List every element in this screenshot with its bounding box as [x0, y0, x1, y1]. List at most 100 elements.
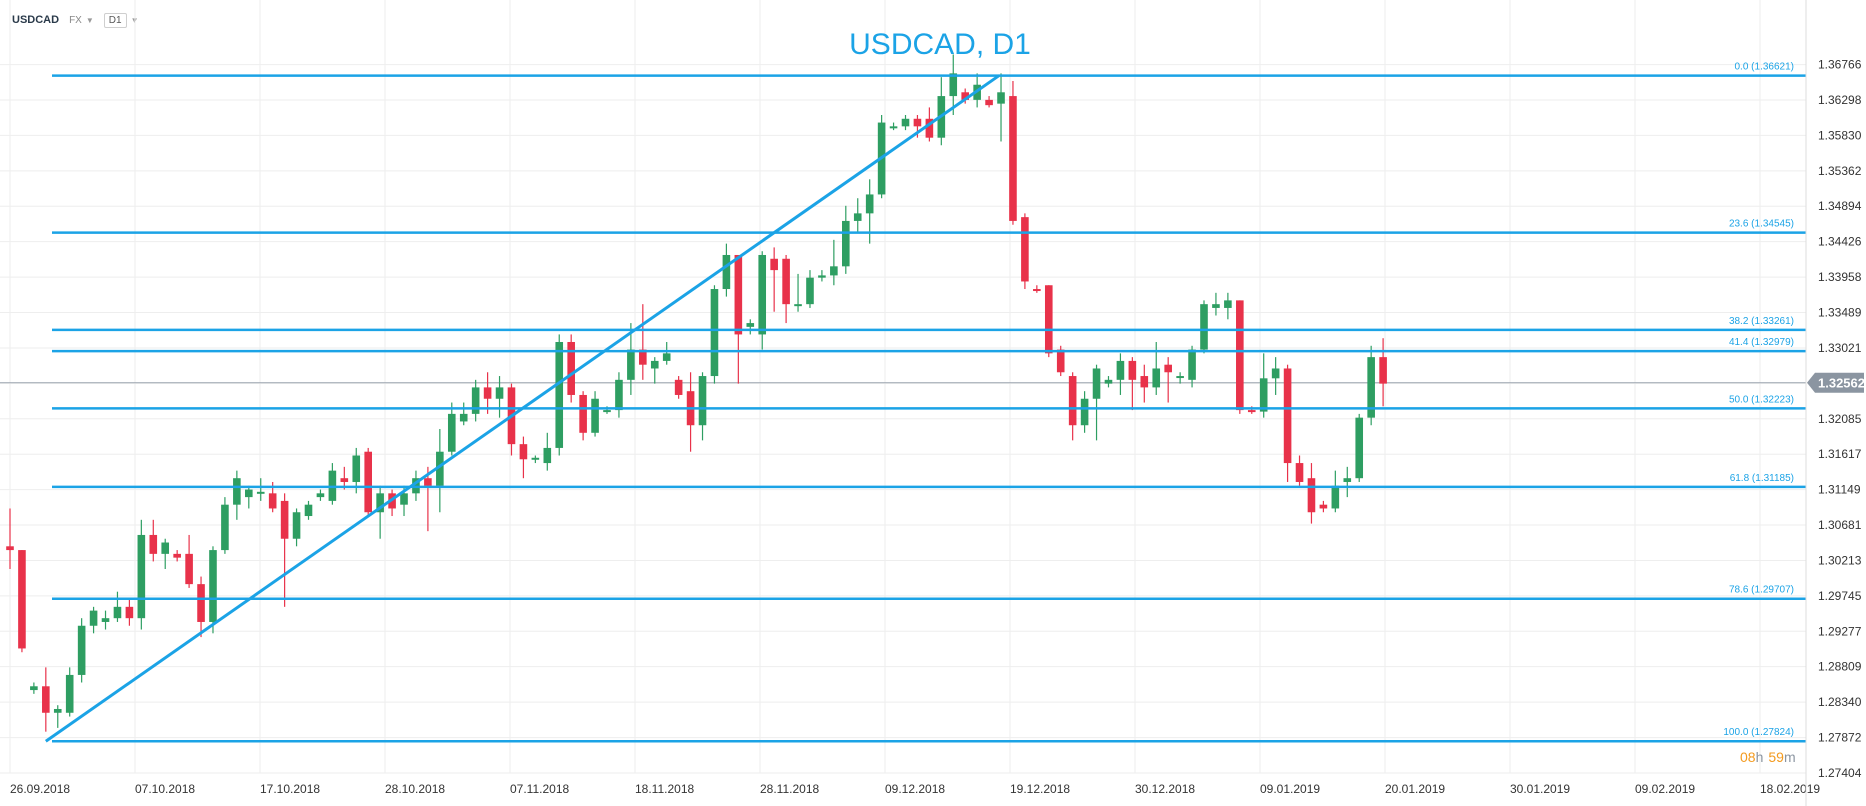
candle-body	[818, 275, 826, 278]
candle-up	[794, 273, 802, 312]
candle-down	[567, 334, 575, 403]
symbol-label[interactable]: USDCAD	[12, 14, 60, 26]
candle-body	[1343, 478, 1352, 482]
candle-up	[591, 391, 599, 437]
candle-body	[913, 118, 922, 127]
candle-up	[1200, 300, 1208, 354]
candle-down	[1009, 80, 1017, 225]
candle-body	[901, 118, 910, 127]
chevron-down-icon: ▼	[85, 15, 94, 25]
candle-body	[1295, 463, 1304, 482]
candle-up	[316, 489, 325, 501]
fib-level-label: 0.0 (1.36621)	[1735, 62, 1795, 73]
candle-up	[1116, 353, 1125, 395]
y-tick-label: 1.33021	[1818, 341, 1862, 355]
candle-body	[1068, 376, 1077, 426]
candle-body	[662, 353, 671, 361]
candle-body	[149, 534, 158, 554]
candle-body	[447, 413, 456, 452]
candle-up	[543, 432, 552, 471]
candle-body	[1140, 376, 1149, 388]
candle-up	[830, 239, 838, 286]
candle-down	[125, 599, 134, 626]
candle-body	[209, 550, 217, 622]
candle-body	[1009, 96, 1017, 221]
trendline[interactable]	[44, 74, 1000, 743]
candle-body	[352, 455, 361, 482]
candle-body	[137, 534, 146, 619]
candle-down	[1319, 500, 1328, 513]
candle-body	[1188, 349, 1196, 380]
x-tick-label: 07.10.2018	[135, 782, 195, 796]
y-tick-label: 1.33958	[1818, 270, 1862, 284]
candle-down	[197, 576, 205, 638]
candle-body	[519, 444, 528, 460]
chart-title: USDCAD, D1	[849, 28, 1031, 61]
candle-body	[949, 73, 958, 97]
candle-body	[567, 341, 575, 395]
candle-body	[830, 266, 838, 276]
candle-down	[519, 436, 528, 479]
candle-body	[1128, 360, 1137, 380]
candle-body	[1355, 417, 1364, 479]
candle-body	[579, 394, 587, 433]
candle-body	[1080, 398, 1089, 426]
candle-up	[746, 319, 755, 335]
candle-up	[1176, 372, 1184, 384]
fib-level-label: 41.4 (1.32979)	[1729, 337, 1794, 348]
x-tick-label: 09.01.2019	[1260, 782, 1320, 796]
candle-down	[579, 391, 587, 441]
y-tick-label: 1.32085	[1818, 412, 1862, 426]
candle-body	[340, 478, 349, 482]
candle-body	[1283, 368, 1292, 464]
x-tick-label: 26.09.2018	[10, 782, 70, 796]
y-tick-label: 1.29277	[1818, 624, 1862, 638]
candle-up	[627, 323, 635, 395]
x-tick-label: 07.11.2018	[510, 782, 569, 796]
x-tick-label: 09.12.2018	[885, 782, 945, 796]
fib-level-label: 78.6 (1.29707)	[1729, 585, 1794, 596]
candle-up	[1080, 391, 1089, 433]
candle-body	[853, 213, 862, 221]
candle-up	[161, 538, 170, 569]
x-tick-label: 28.11.2018	[760, 782, 819, 796]
y-tick-label: 1.36298	[1818, 93, 1862, 107]
candle-body	[698, 376, 707, 426]
candle-up	[1355, 413, 1364, 482]
candle-body	[173, 553, 181, 558]
candle-up	[842, 205, 850, 274]
candle-up	[304, 500, 313, 520]
candle-up	[1188, 345, 1196, 388]
fib-level-label: 61.8 (1.31185)	[1730, 473, 1794, 484]
candle-body	[1271, 368, 1280, 379]
candle-up	[818, 270, 826, 282]
candle-down	[149, 519, 158, 562]
candle-up	[447, 402, 456, 456]
candle-up	[889, 122, 898, 131]
x-tick-label: 28.10.2018	[385, 782, 445, 796]
candle-body	[925, 118, 934, 138]
countdown-hours: 08	[1740, 749, 1756, 765]
candle-up	[1367, 345, 1375, 426]
candle-body	[1379, 357, 1387, 384]
candle-up	[495, 376, 504, 418]
candle-up	[531, 455, 540, 464]
candle-body	[483, 387, 492, 399]
current-price-value: 1.32562	[1818, 376, 1865, 391]
candle-up	[1331, 470, 1340, 513]
x-tick-label: 18.02.2019	[1760, 782, 1820, 796]
candle-body	[268, 493, 277, 509]
candle-up	[1343, 466, 1352, 498]
market-dropdown[interactable]: FX ▼	[69, 15, 94, 26]
candle-body	[233, 478, 241, 505]
y-tick-label: 1.34894	[1818, 199, 1862, 213]
candle-down	[1295, 455, 1304, 486]
y-tick-label: 1.27404	[1818, 766, 1862, 780]
candle-up	[209, 546, 217, 634]
candle-up	[1212, 292, 1220, 316]
candle-body	[650, 360, 659, 369]
candle-body	[53, 708, 62, 713]
y-tick-label: 1.30213	[1818, 553, 1862, 567]
candle-body	[125, 606, 134, 619]
